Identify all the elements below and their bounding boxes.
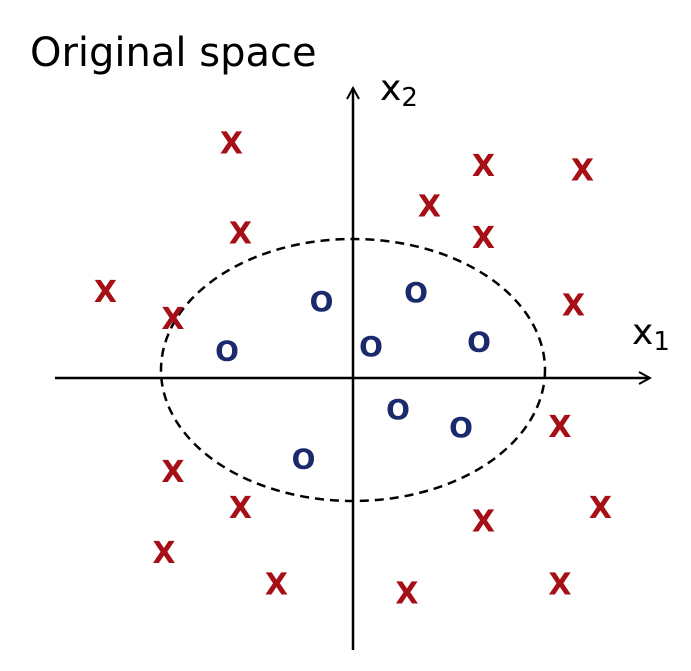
x-class-point: X bbox=[229, 491, 252, 526]
x-class-point: X bbox=[418, 190, 441, 225]
x-class-point: X bbox=[152, 536, 175, 571]
x-class-point: X bbox=[472, 505, 495, 540]
x-class-point: X bbox=[161, 302, 184, 337]
x-class-point: X bbox=[220, 127, 243, 162]
x-class-point: X bbox=[571, 154, 594, 189]
x1-axis-name: x bbox=[632, 312, 653, 353]
x1-axis-subscript: 1 bbox=[653, 327, 670, 357]
x-class-point: X bbox=[229, 217, 252, 252]
o-class-point: O bbox=[310, 285, 334, 318]
x-class-point: X bbox=[395, 577, 418, 612]
x-class-point: X bbox=[548, 410, 571, 445]
x-class-point: X bbox=[589, 491, 612, 526]
x1-axis-label: x1 bbox=[632, 312, 670, 357]
x2-axis-subscript: 2 bbox=[401, 83, 418, 113]
x-class-point: X bbox=[161, 455, 184, 490]
o-class-point: O bbox=[404, 276, 428, 309]
x-class-point: X bbox=[562, 289, 585, 324]
x-class-point: X bbox=[94, 275, 117, 310]
o-class-point: O bbox=[292, 443, 316, 476]
o-class-point: O bbox=[386, 393, 410, 426]
x2-axis-label: x2 bbox=[380, 68, 418, 113]
x-class-point: X bbox=[548, 568, 571, 603]
o-class-point: O bbox=[359, 330, 383, 363]
o-class-point: O bbox=[215, 335, 239, 368]
x2-axis-name: x bbox=[380, 68, 401, 109]
x-class-point: X bbox=[472, 149, 495, 184]
o-class-point: O bbox=[449, 411, 473, 444]
x-class-point: X bbox=[265, 568, 288, 603]
o-class-point: O bbox=[467, 326, 491, 359]
x-class-point: X bbox=[472, 221, 495, 256]
diagram-title: Original space bbox=[30, 30, 317, 76]
